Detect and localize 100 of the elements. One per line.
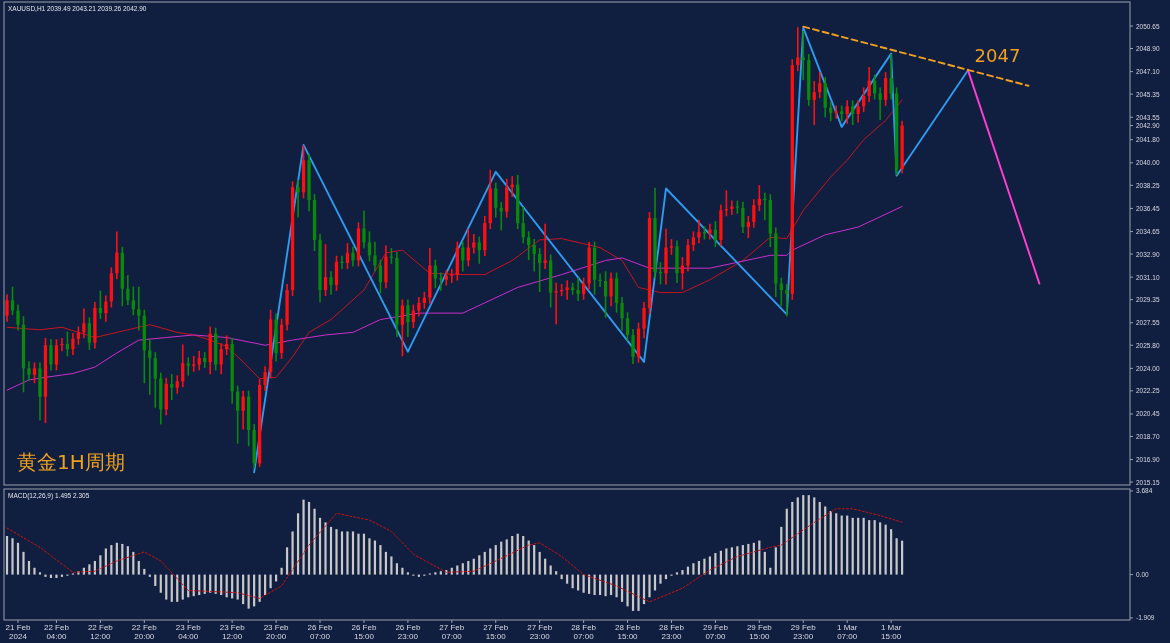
bar — [373, 540, 377, 575]
x-tick-label: 29 Feb 15:00 — [746, 623, 773, 641]
x-tick-label: 29 Feb 23:00 — [790, 623, 817, 641]
x-tick-label: 1 Mar 07:00 — [836, 623, 858, 641]
x-tick-label: 22 Feb 04:00 — [43, 623, 70, 641]
bar — [659, 574, 662, 584]
bar — [489, 548, 492, 575]
bar — [395, 563, 398, 575]
x-tick-label: 23 Feb 12:00 — [219, 623, 246, 641]
bar — [335, 529, 338, 575]
bar — [549, 565, 552, 575]
bar — [708, 556, 712, 575]
bar — [818, 501, 821, 575]
bar — [884, 524, 887, 575]
x-tick-label: 28 Feb 23:00 — [659, 623, 685, 641]
bar — [110, 545, 113, 575]
bar — [478, 555, 481, 575]
line-series — [6, 99, 903, 380]
bar — [533, 545, 536, 575]
bar — [868, 520, 871, 575]
bar — [747, 543, 750, 575]
bar — [774, 547, 777, 575]
bar — [324, 522, 327, 575]
bar — [33, 567, 36, 575]
bar — [401, 567, 404, 575]
bar — [615, 574, 618, 598]
bar — [516, 533, 519, 575]
bar — [44, 574, 47, 577]
x-tick-label: 23 Feb 20:00 — [263, 623, 290, 641]
bar — [752, 542, 755, 575]
bar — [675, 572, 679, 575]
bar — [604, 574, 607, 597]
bar — [38, 572, 42, 575]
bar — [384, 551, 388, 575]
bar — [104, 548, 107, 575]
bar — [467, 560, 470, 575]
bar — [406, 572, 409, 575]
bar — [862, 517, 865, 575]
bar — [566, 574, 569, 584]
bar — [802, 495, 805, 575]
bar — [813, 497, 816, 575]
bar — [99, 555, 102, 575]
bar — [763, 551, 766, 575]
bar — [351, 531, 355, 575]
bar — [55, 574, 58, 578]
bar — [890, 529, 893, 575]
x-tick-label: 29 Feb 07:00 — [702, 623, 729, 641]
bar — [807, 495, 810, 575]
bar — [681, 570, 684, 575]
bar — [873, 520, 876, 575]
bar — [27, 560, 31, 575]
annotation: 黄金1H周期 — [17, 450, 125, 474]
bar — [329, 526, 333, 575]
bar — [5, 536, 9, 575]
x-tick-label: 28 Feb 07:00 — [571, 623, 597, 641]
x-tick-label: 23 Feb 04:00 — [175, 623, 202, 641]
bar — [439, 571, 442, 575]
bar — [851, 517, 854, 575]
x-tick-label: 28 Feb 15:00 — [615, 623, 641, 641]
bar — [846, 515, 849, 575]
bar — [555, 571, 558, 575]
bar — [143, 568, 146, 575]
x-tick-label: 22 Feb 20:00 — [131, 623, 158, 641]
bar — [461, 563, 464, 575]
x-tick-label: 26 Feb 07:00 — [307, 623, 334, 641]
bar — [137, 560, 140, 575]
bar — [434, 572, 437, 575]
bar — [703, 558, 706, 575]
bar — [368, 538, 371, 575]
bar — [11, 538, 14, 575]
bar — [505, 539, 508, 575]
x-tick-label: 27 Feb 23:00 — [527, 623, 553, 641]
bar — [769, 567, 772, 575]
bar — [857, 517, 860, 575]
bar — [362, 533, 366, 575]
bar — [686, 566, 690, 575]
line-series — [253, 27, 969, 474]
bar — [280, 567, 283, 575]
bar — [390, 556, 393, 575]
bar — [379, 545, 382, 575]
bar — [796, 497, 799, 575]
bar — [132, 551, 135, 575]
bar — [697, 560, 701, 575]
bar — [538, 551, 541, 575]
bar — [879, 522, 882, 575]
x-tick-label: 22 Feb 12:00 — [87, 623, 114, 641]
bar — [313, 508, 316, 575]
bar — [285, 547, 289, 575]
bar — [291, 531, 294, 575]
bar — [780, 526, 783, 575]
line-series — [6, 508, 903, 603]
bar — [626, 574, 629, 607]
bar — [302, 499, 305, 575]
bar — [835, 513, 838, 575]
x-tick-label: 21 Feb 2024 — [5, 623, 32, 641]
bar — [159, 574, 162, 593]
bar — [901, 540, 904, 575]
bar — [829, 511, 832, 575]
bar — [714, 553, 717, 575]
bar — [648, 574, 651, 598]
